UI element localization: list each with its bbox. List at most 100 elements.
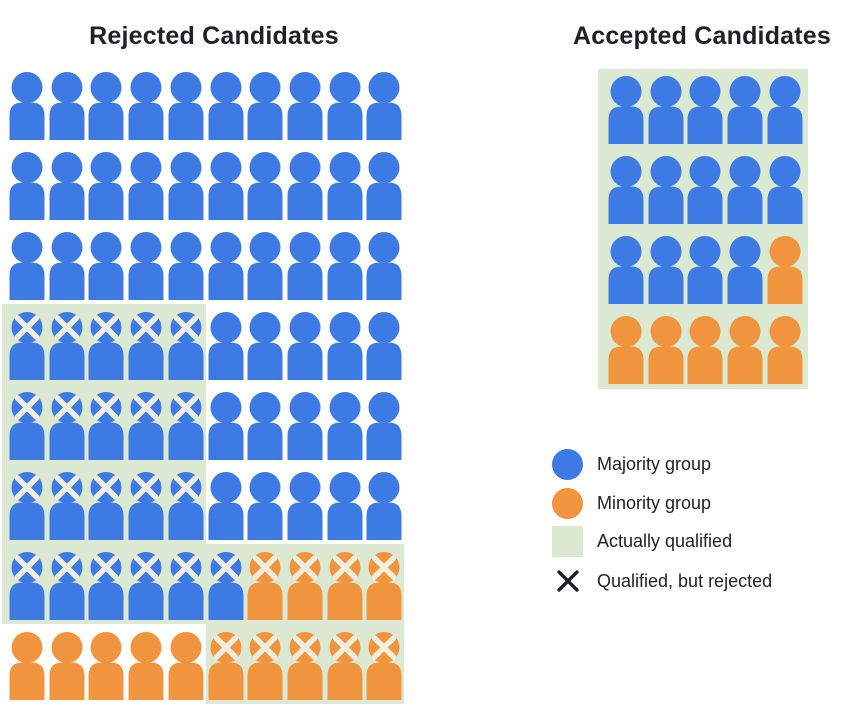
person-icon-minority-crossed <box>287 632 323 700</box>
person-icon-minority-crossed <box>247 632 283 700</box>
person-icon-majority <box>687 76 723 144</box>
actually-qualified-swatch <box>552 525 583 557</box>
person-icon-majority-crossed <box>128 552 164 620</box>
person-icon-minority-crossed <box>366 632 402 700</box>
person-icon-majority <box>9 152 45 220</box>
person-icon-minority <box>168 632 204 700</box>
person-icon-minority-crossed <box>366 552 402 620</box>
person-icon-majority <box>687 156 723 224</box>
person-icon-majority <box>767 76 803 144</box>
person-icon-minority <box>49 632 85 700</box>
person-icon-majority-crossed <box>128 472 164 540</box>
person-icon-majority <box>208 72 244 140</box>
person-icon-majority <box>608 76 644 144</box>
person-icon-majority-crossed <box>88 392 124 460</box>
person-icon-majority-crossed <box>128 392 164 460</box>
accepted-chart-title: Accepted Candidates <box>572 22 832 50</box>
person-icon-majority <box>287 392 323 460</box>
person-icon-minority-crossed <box>247 552 283 620</box>
person-icon-majority <box>247 312 283 380</box>
person-icon-majority <box>9 232 45 300</box>
person-icon-majority <box>168 72 204 140</box>
person-icon-majority <box>49 72 85 140</box>
person-icon-majority <box>88 232 124 300</box>
person-icon-majority-crossed <box>208 552 244 620</box>
person-icon-majority <box>687 236 723 304</box>
person-icon-majority <box>327 312 363 380</box>
person-icon-majority <box>49 152 85 220</box>
qualified-but-rejected-x-icon <box>552 566 583 597</box>
person-icon-majority-crossed <box>49 472 85 540</box>
person-icon-minority <box>608 316 644 384</box>
legend-item-qualified: Actually qualified <box>552 525 732 557</box>
person-icon-majority <box>208 472 244 540</box>
person-icon-majority <box>727 236 763 304</box>
person-icon-majority <box>608 156 644 224</box>
person-icon-majority <box>208 392 244 460</box>
person-icon-majority <box>168 232 204 300</box>
person-icon-minority <box>648 316 684 384</box>
person-icon-minority <box>88 632 124 700</box>
person-icon-majority <box>727 76 763 144</box>
legend-item-qualified-rejected: Qualified, but rejected <box>552 565 772 597</box>
person-icon-majority <box>327 392 363 460</box>
person-icon-majority-crossed <box>49 312 85 380</box>
person-icon-majority-crossed <box>168 312 204 380</box>
person-icon-majority-crossed <box>9 312 45 380</box>
person-icon-minority <box>727 316 763 384</box>
legend-item-minority: Minority group <box>552 487 711 519</box>
minority-group-icon <box>552 487 583 519</box>
person-icon-majority-crossed <box>88 472 124 540</box>
person-icon-majority <box>287 72 323 140</box>
person-icon-majority <box>287 312 323 380</box>
person-icon-minority-crossed <box>327 552 363 620</box>
person-icon-majority <box>366 392 402 460</box>
person-icon-majority <box>9 72 45 140</box>
person-icon-majority <box>247 392 283 460</box>
person-icon-majority <box>247 472 283 540</box>
person-icon-majority <box>727 156 763 224</box>
person-icon-minority <box>767 236 803 304</box>
person-icon-majority-crossed <box>168 392 204 460</box>
person-icon-majority-crossed <box>9 552 45 620</box>
person-icon-majority <box>247 152 283 220</box>
person-icon-majority-crossed <box>49 552 85 620</box>
person-icon-majority-crossed <box>128 312 164 380</box>
legend-label-majority: Majority group <box>597 453 712 474</box>
person-icon-majority-crossed <box>88 552 124 620</box>
person-icon-majority <box>128 232 164 300</box>
person-icon-majority <box>247 72 283 140</box>
person-icon-minority <box>128 632 164 700</box>
person-icon-majority-crossed <box>88 312 124 380</box>
person-icon-majority <box>366 232 402 300</box>
person-icon-majority <box>208 152 244 220</box>
person-icon-majority <box>366 312 402 380</box>
person-icon-majority <box>327 72 363 140</box>
person-icon-minority <box>767 316 803 384</box>
legend-item-majority: Majority group <box>552 448 711 480</box>
person-icon-majority <box>88 72 124 140</box>
person-icon-majority <box>366 152 402 220</box>
person-icon-minority-crossed <box>327 632 363 700</box>
person-icon-majority-crossed <box>49 392 85 460</box>
person-icon-majority <box>648 156 684 224</box>
person-icon-majority <box>287 232 323 300</box>
person-icon-majority <box>366 72 402 140</box>
person-icon-majority <box>88 152 124 220</box>
person-icon-minority-crossed <box>287 552 323 620</box>
person-icon-majority <box>327 152 363 220</box>
person-icon-minority <box>9 632 45 700</box>
person-icon-majority <box>128 152 164 220</box>
person-icon-majority <box>128 72 164 140</box>
legend-label-qualified-rejected: Qualified, but rejected <box>597 570 773 591</box>
rejected-chart-title: Rejected Candidates <box>89 22 339 50</box>
person-icon-majority <box>327 232 363 300</box>
majority-group-icon <box>552 448 583 480</box>
person-icon-majority <box>287 472 323 540</box>
person-icon-majority <box>648 236 684 304</box>
person-icon-minority <box>687 316 723 384</box>
person-icon-majority <box>767 156 803 224</box>
person-icon-majority <box>287 152 323 220</box>
person-icon-majority <box>247 232 283 300</box>
person-icon-majority <box>168 152 204 220</box>
